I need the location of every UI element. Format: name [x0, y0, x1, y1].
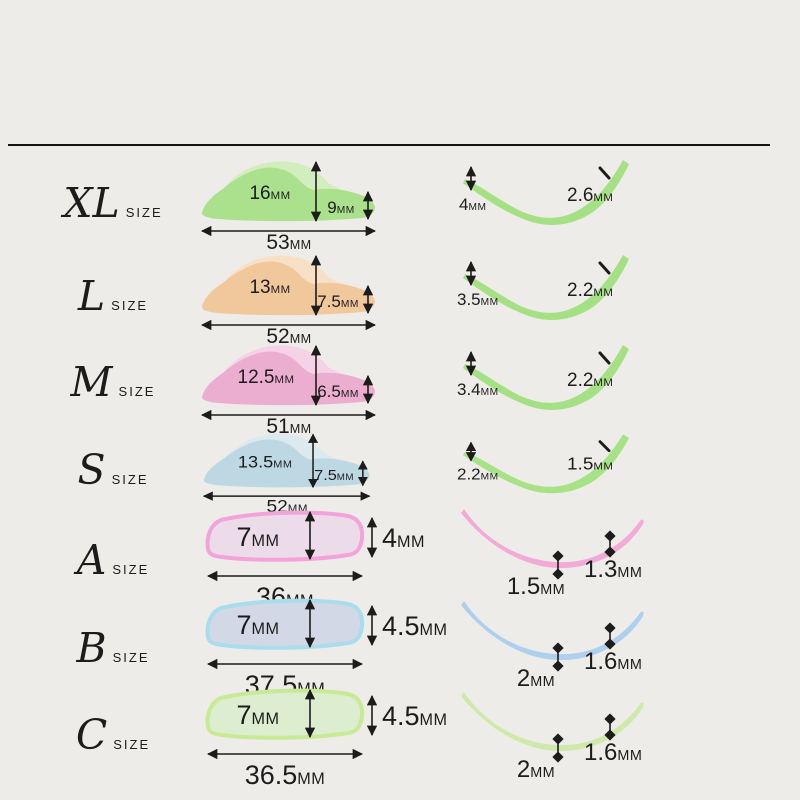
lash-curve [463, 255, 629, 320]
size-word: SIZE [112, 650, 150, 665]
size-word: SIZE [111, 298, 149, 313]
size-word: SIZE [118, 384, 156, 399]
pad-diagram-m: 12.5MM 6.5MM 51MM [200, 344, 377, 438]
size-letter: A [76, 536, 107, 584]
lash-curve [463, 160, 629, 225]
lash-base-label: 2MM [517, 756, 555, 783]
pad-height-label: 7MM [237, 700, 280, 730]
pad-height-label: 7MM [237, 610, 280, 640]
lash-base-label: 2.2MM [457, 466, 499, 483]
pad-end-height-label: 7.5MM [314, 468, 354, 484]
pad-shape [205, 688, 365, 740]
pad-shape [205, 510, 365, 562]
pad-height-label: 12.5MM [238, 367, 295, 388]
size-word: SIZE [113, 737, 151, 752]
pad-end-height-label: 4MM [382, 523, 425, 553]
lash-diagram-a: 1.5MM 1.3MM [461, 509, 644, 600]
lash-base-label: 4MM [459, 195, 486, 214]
lash-tip-label: 2.2MM [567, 370, 613, 391]
size-label-xl: XL SIZE [38, 183, 188, 224]
pad-shape [203, 439, 370, 488]
pad-diagram-s: 13.5MM 7.5MM 52MM [202, 433, 371, 516]
size-label-c: C SIZE [38, 715, 188, 756]
pad-end-height-label: 4.5MM [382, 611, 448, 641]
pad-shape [202, 261, 375, 316]
size-label-l: L SIZE [38, 276, 188, 317]
top-divider-line [8, 144, 770, 147]
size-label-a: A SIZE [38, 540, 188, 581]
pad-height-label: 7MM [237, 522, 280, 552]
size-letter: XL [63, 179, 120, 227]
size-letter: M [70, 358, 113, 406]
pad-end-height-label: 6.5MM [317, 382, 359, 401]
pad-height-label: 13.5MM [238, 452, 293, 471]
tip-tick [598, 351, 611, 365]
lash-curve [463, 345, 629, 410]
size-word: SIZE [111, 472, 149, 487]
lash-diagram-m: 3.4MM 2.2MM [457, 345, 629, 410]
lash-base-label: 2MM [517, 665, 555, 692]
lash-diagram-c: 2MM 1.6MM [461, 692, 644, 783]
size-letter: S [77, 446, 106, 494]
pad-diagram-xl: 16MM 9MM 53MM [200, 160, 377, 254]
pad-width-label: 36.5MM [245, 760, 326, 790]
pad-width-label: 52MM [266, 325, 311, 348]
pad-end-height-label: 7.5MM [317, 292, 359, 311]
lash-diagram-b: 2MM 1.6MM [461, 601, 644, 692]
pad-shape [202, 167, 375, 222]
pad-diagram-c: 7MM 4.5MM 36.5MM [205, 688, 448, 790]
size-word: SIZE [112, 562, 150, 577]
pad-shape [202, 351, 375, 406]
lash-diagram-xl: 4MM 2.6MM [459, 160, 629, 225]
lash-diagram-s: 2.2MM 1.5MM [457, 434, 629, 494]
pad-width-label: 51MM [266, 415, 311, 438]
pad-end-height-label: 4.5MM [382, 701, 448, 731]
lash-tip-label: 1.6MM [584, 648, 642, 675]
pad-end-height-label: 9MM [327, 198, 354, 217]
tip-tick [598, 166, 611, 180]
pad-diagram-b: 7MM 4.5MM 37.5MM [205, 598, 448, 700]
size-word: SIZE [125, 205, 163, 220]
lash-tip-label: 1.3MM [584, 556, 642, 583]
size-label-s: S SIZE [38, 450, 188, 491]
size-letter: B [76, 624, 107, 672]
lash-curve [463, 434, 629, 494]
lash-base-label: 3.4MM [457, 380, 499, 399]
pad-shape [205, 598, 365, 650]
size-label-m: M SIZE [38, 362, 188, 403]
size-letter: L [77, 272, 106, 320]
lash-tip-label: 2.2MM [567, 280, 613, 301]
lash-base-label: 3.5MM [457, 290, 499, 309]
lash-diagram-l: 3.5MM 2.2MM [457, 255, 629, 320]
pad-diagram-l: 13MM 7.5MM 52MM [200, 254, 377, 348]
lash-tip-label: 2.6MM [567, 185, 613, 206]
lash-tip-label: 1.5MM [567, 455, 613, 474]
size-letter: C [75, 711, 108, 759]
tip-tick [598, 440, 611, 453]
lash-tip-label: 1.6MM [584, 739, 642, 766]
pad-height-label: 13MM [249, 277, 290, 298]
tip-tick [598, 261, 611, 275]
pad-width-label: 53MM [266, 231, 311, 254]
size-label-b: B SIZE [38, 628, 188, 669]
lash-base-label: 1.5MM [507, 573, 565, 600]
pad-height-label: 16MM [249, 183, 290, 204]
